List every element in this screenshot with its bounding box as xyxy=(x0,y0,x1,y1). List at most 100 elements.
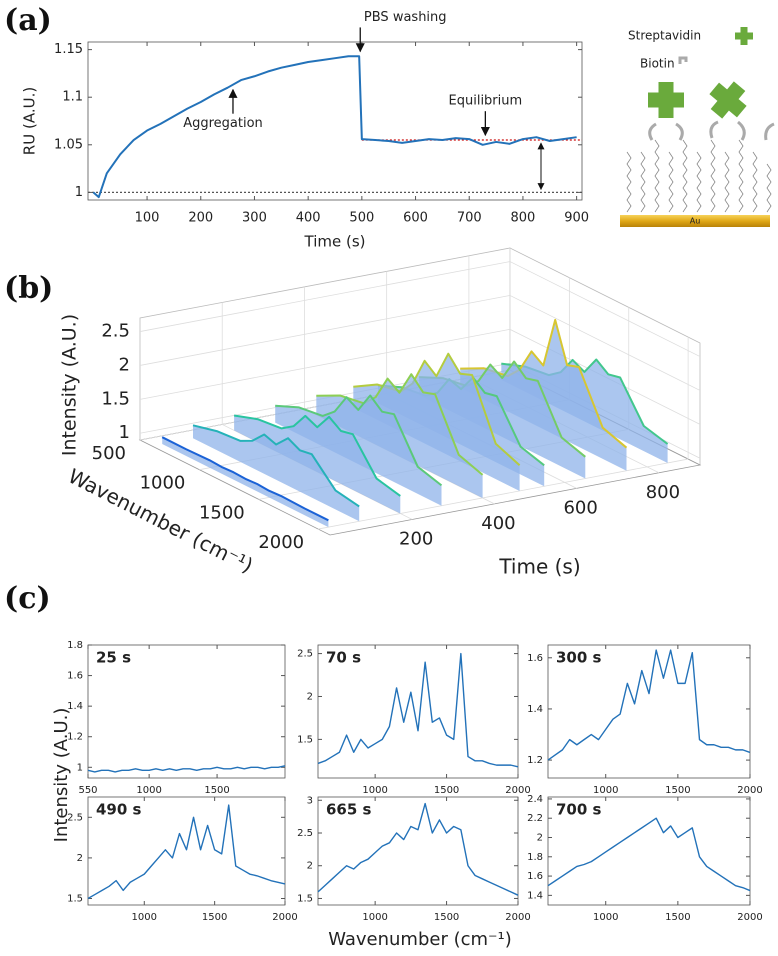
x-tick-label: 800 xyxy=(646,482,680,503)
grid-line xyxy=(139,328,511,400)
z-tick-label: 1.5 xyxy=(101,388,130,409)
annotation: PBS washing xyxy=(364,10,447,25)
y-tick-label: 1.6 xyxy=(527,653,543,664)
z-tick-label: 1 xyxy=(119,422,130,443)
diagram-label: Au xyxy=(690,217,701,226)
x-axis-label: Time (s) xyxy=(304,233,366,251)
data-line xyxy=(547,649,751,761)
x-tick-label: 1000 xyxy=(136,785,161,796)
spectrum-trace xyxy=(460,318,628,449)
surface-diagram: Streptavidin Biotin Au xyxy=(620,27,775,227)
panel-label: (c) xyxy=(4,581,51,616)
subplot-title: 25 s xyxy=(96,649,131,667)
x-tick-label: 600 xyxy=(563,497,597,518)
y-tick-label: 1500 xyxy=(199,502,245,523)
y-tick-label: 2.5 xyxy=(67,812,83,823)
y-tick-label: 2000 xyxy=(258,532,304,553)
data-line xyxy=(317,802,519,896)
x-tick-label: 200 xyxy=(188,211,213,226)
gold-substrate xyxy=(620,215,770,227)
x-tick-label: 2000 xyxy=(737,912,762,923)
data-line xyxy=(87,765,286,773)
x-tick-label: 900 xyxy=(564,211,589,226)
x-tick-label: 550 xyxy=(78,785,97,796)
y-tick-label: 1.2 xyxy=(527,755,543,766)
plot-frame xyxy=(317,644,519,779)
x-tick-label: 100 xyxy=(135,211,160,226)
plot-frame xyxy=(87,41,583,201)
x-tick-label: 2000 xyxy=(505,785,530,796)
subplot-title: 300 s xyxy=(556,649,602,667)
grid-line xyxy=(509,261,701,357)
z-tick-label: 2 xyxy=(119,354,130,375)
streptavidin-icon xyxy=(735,27,753,45)
x-tick-label: 2000 xyxy=(505,912,530,923)
y-tick-label: 1.5 xyxy=(297,893,313,904)
y-tick-label: 2.2 xyxy=(527,813,543,824)
streptavidin xyxy=(709,81,747,119)
grid-line xyxy=(139,295,511,366)
y-tick-label: 2 xyxy=(307,691,313,702)
y-tick-label: 1.8 xyxy=(527,852,543,863)
y-tick-label: 1.6 xyxy=(527,871,543,882)
x-tick-label: 600 xyxy=(403,211,428,226)
y-tick-label: 3 xyxy=(307,795,313,806)
x-tick-label: 1500 xyxy=(202,912,227,923)
subplot-title: 70 s xyxy=(326,649,361,667)
y-tick-label: 2 xyxy=(537,833,543,844)
diagram-label: Biotin xyxy=(640,57,675,71)
x-tick-label: 300 xyxy=(242,211,267,226)
y-tick-label: 2.5 xyxy=(297,828,313,839)
biotin-icon xyxy=(678,56,688,64)
y-tick-label: 1.15 xyxy=(54,42,83,57)
grid-line xyxy=(139,261,511,332)
y-tick-label: 1.4 xyxy=(67,701,83,712)
data-line xyxy=(317,652,519,768)
z-axis-label: Intensity (A.U.) xyxy=(59,314,81,456)
spectrum-trace xyxy=(275,394,443,487)
y-tick-label: 2 xyxy=(307,861,313,872)
x-tick-label: 1000 xyxy=(593,785,618,796)
x-tick-label: 1500 xyxy=(434,912,459,923)
y-tick-label: 1000 xyxy=(140,473,186,494)
x-tick-label: 700 xyxy=(457,211,482,226)
y-tick-label: 2.4 xyxy=(527,794,543,805)
x-tick-label: 400 xyxy=(481,513,515,534)
x-tick-label: 1500 xyxy=(665,785,690,796)
data-line xyxy=(87,804,286,900)
y-tick-label: 1.05 xyxy=(54,137,83,152)
y-tick-label: 1.2 xyxy=(67,732,83,743)
trace-fill xyxy=(193,425,360,522)
diagram-label: Streptavidin xyxy=(628,29,701,43)
x-tick-label: 1000 xyxy=(593,912,618,923)
annotation: Aggregation xyxy=(183,116,263,131)
subplot-title: 700 s xyxy=(556,801,602,819)
spectrum-trace xyxy=(161,436,329,522)
plot-frame xyxy=(317,796,519,906)
trace-fill xyxy=(162,437,329,528)
y-tick-label: 1.4 xyxy=(527,704,543,715)
y-tick-label: 1.8 xyxy=(67,640,83,651)
spectrum-trace xyxy=(192,424,360,508)
data-line xyxy=(92,55,577,199)
y-axis-label: Intensity (A.U.) xyxy=(51,708,72,843)
x-tick-label: 2000 xyxy=(737,785,762,796)
spectrum-trace xyxy=(316,373,484,476)
annotation: Equilibrium xyxy=(449,94,523,109)
y-tick-label: 2 xyxy=(77,853,83,864)
x-tick-label: 800 xyxy=(511,211,536,226)
y-tick-label: 1.6 xyxy=(67,671,83,682)
x-tick-label: 1000 xyxy=(362,785,387,796)
plot-frame xyxy=(547,796,751,906)
x-tick-label: 1500 xyxy=(434,785,459,796)
x-tick-label: 1500 xyxy=(665,912,690,923)
plot-frame xyxy=(87,644,286,779)
x-axis-label: Wavenumber (cm⁻¹) xyxy=(328,929,512,950)
linker-chains xyxy=(626,139,772,213)
panel-label: (a) xyxy=(4,3,52,38)
x-tick-label: 1500 xyxy=(204,785,229,796)
x-tick-label: 1000 xyxy=(362,912,387,923)
x-tick-label: 200 xyxy=(399,528,433,549)
x-tick-label: 500 xyxy=(349,211,374,226)
